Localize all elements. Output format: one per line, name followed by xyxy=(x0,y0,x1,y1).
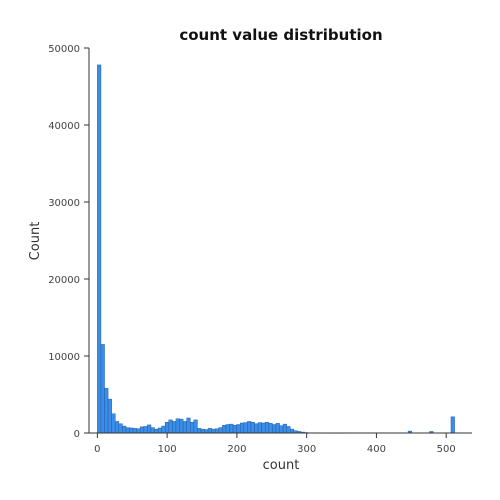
histogram-bar xyxy=(161,425,166,434)
x-tick-label: 200 xyxy=(227,444,246,455)
histogram-bar xyxy=(157,427,162,434)
histogram-bar xyxy=(122,425,127,434)
histogram-bar xyxy=(197,428,202,434)
histogram-bar xyxy=(175,418,180,434)
x-tick-label: 0 xyxy=(94,444,100,455)
histogram-bar xyxy=(222,425,227,434)
histogram-bar xyxy=(139,426,145,434)
x-axis-ticks: 0 100 200 300 400 500 xyxy=(94,433,456,455)
histogram-bar xyxy=(97,64,102,434)
histogram-bars xyxy=(97,64,455,434)
histogram-bar xyxy=(207,428,212,434)
histogram-bar xyxy=(111,413,116,434)
chart-title: count value distribution xyxy=(179,26,382,44)
histogram-bar xyxy=(264,421,270,434)
histogram-bar xyxy=(136,428,141,434)
histogram-bar xyxy=(286,426,291,434)
histogram-bar xyxy=(229,423,234,434)
histogram-bar xyxy=(193,419,198,434)
x-tick-label: 100 xyxy=(158,444,177,455)
y-tick-label: 30000 xyxy=(48,198,80,209)
histogram-bar xyxy=(107,398,112,434)
histogram-bar xyxy=(268,423,273,434)
histogram-bar xyxy=(172,421,177,434)
histogram-bar xyxy=(250,421,255,434)
histogram-bar xyxy=(189,421,195,434)
histogram-bar xyxy=(164,421,170,434)
histogram-bar xyxy=(232,425,237,434)
x-tick-label: 300 xyxy=(297,444,316,455)
histogram-bar xyxy=(129,427,134,434)
histogram-bar xyxy=(147,424,152,434)
histogram-bar xyxy=(211,428,216,434)
histogram-bar xyxy=(272,424,277,434)
histogram-bar xyxy=(257,422,262,434)
histogram-bar xyxy=(243,422,248,434)
histogram-bar xyxy=(275,423,280,434)
histogram-bar xyxy=(204,429,209,434)
histogram-bar xyxy=(261,422,266,434)
histogram-bar xyxy=(132,428,137,434)
histogram-bar xyxy=(104,388,109,434)
y-axis-ticks: 0 10000 20000 30000 40000 50000 xyxy=(48,44,89,440)
histogram-bar xyxy=(214,428,220,434)
histogram-bar xyxy=(125,427,130,434)
histogram-bar xyxy=(114,421,120,434)
histogram-bar xyxy=(118,423,123,434)
histogram-bar xyxy=(282,423,287,434)
histogram-bar xyxy=(200,428,205,434)
x-tick-label: 400 xyxy=(367,444,386,455)
y-tick-label: 10000 xyxy=(48,352,80,363)
histogram-bar xyxy=(100,344,105,434)
y-tick-label: 0 xyxy=(74,429,80,440)
histogram-bar xyxy=(236,424,241,434)
histogram-bar xyxy=(450,416,455,434)
histogram-bar xyxy=(182,421,187,434)
histogram-bar xyxy=(218,427,223,434)
y-tick-label: 40000 xyxy=(48,121,80,132)
y-tick-label: 20000 xyxy=(48,275,80,286)
x-axis-label: count xyxy=(263,458,300,473)
histogram-bar xyxy=(239,422,245,434)
x-tick-label: 500 xyxy=(437,444,456,455)
histogram-bar xyxy=(290,428,295,434)
y-tick-label: 50000 xyxy=(48,44,80,55)
histogram-bar xyxy=(143,426,148,434)
histogram-bar xyxy=(225,424,230,434)
y-axis-label: Count xyxy=(28,222,43,261)
histogram-bar xyxy=(168,419,173,434)
histogram-bar xyxy=(254,423,259,434)
histogram-bar xyxy=(179,418,184,434)
histogram-bar xyxy=(279,425,284,434)
histogram-bar xyxy=(186,417,191,434)
histogram-bar xyxy=(247,421,252,434)
histogram-bar xyxy=(150,427,155,434)
histogram-bar xyxy=(154,428,159,434)
